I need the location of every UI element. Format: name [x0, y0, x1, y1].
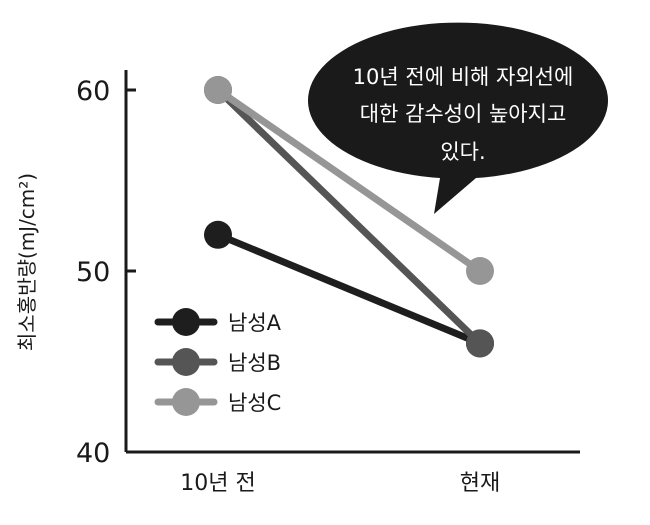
- legend-swatch-marker: [172, 348, 200, 376]
- series-group: [204, 76, 494, 358]
- annotation-callout: 10년 전에 비해 자외선에 대한 감수성이 높아지고 있다.: [308, 22, 608, 214]
- x-tick-label: 현재: [460, 471, 500, 496]
- y-tick-label: 40: [76, 438, 110, 469]
- data-point: [204, 220, 232, 249]
- callout-line-1: 10년 전에 비해 자외선에: [353, 65, 574, 89]
- callout-bubble: [308, 22, 608, 214]
- axes: [124, 70, 580, 454]
- callout-line-3: 있다.: [440, 140, 485, 164]
- x-ticks: 10년 전 현재: [180, 471, 500, 496]
- legend-label: 남성B: [228, 351, 281, 375]
- y-tick-label: 50: [76, 257, 110, 288]
- legend-label: 남성C: [228, 391, 281, 415]
- series-line: [214, 86, 484, 347]
- series-line: [214, 86, 484, 275]
- y-axis-label: 최소홍반량(mJ/cm²): [15, 173, 39, 351]
- legend-swatch-marker: [172, 388, 200, 416]
- data-point: [204, 76, 232, 104]
- series-line: [214, 231, 484, 347]
- data-point: [466, 257, 494, 285]
- legend-label: 남성A: [228, 311, 282, 335]
- x-tick-label: 10년 전: [180, 471, 255, 496]
- legend: 남성A 남성B 남성C: [154, 308, 282, 416]
- y-ticks: 40 50 60: [76, 76, 136, 469]
- y-tick-label: 60: [76, 76, 110, 107]
- data-point: [466, 329, 494, 358]
- callout-line-2: 대한 감수성이 높아지고: [360, 102, 567, 126]
- legend-swatch-marker: [172, 308, 200, 336]
